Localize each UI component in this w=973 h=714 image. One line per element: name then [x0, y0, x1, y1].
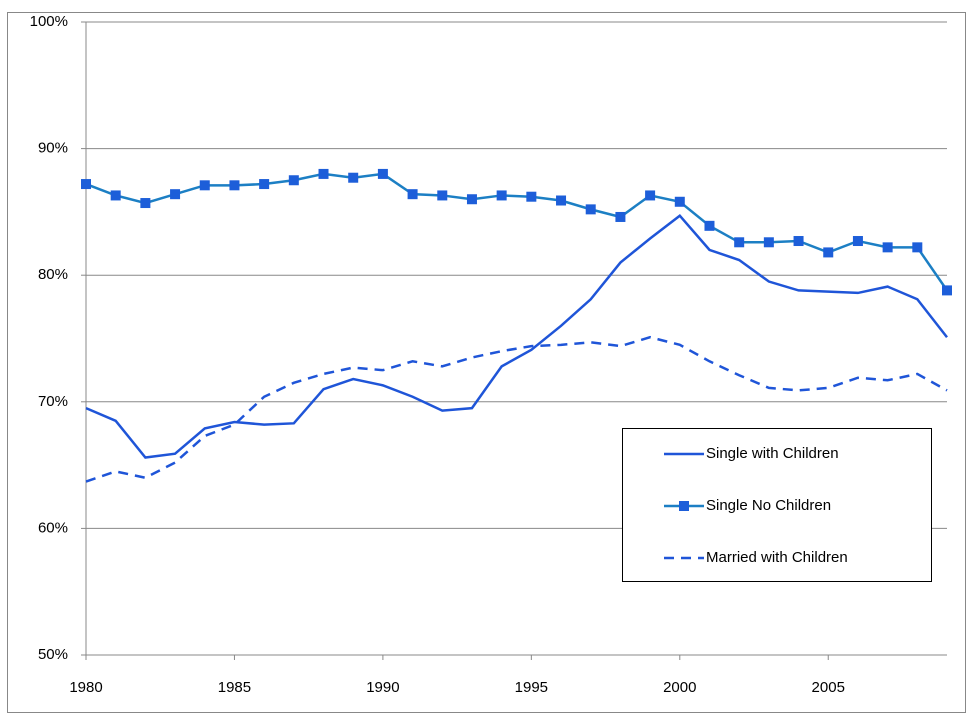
series-marker	[704, 220, 715, 231]
series-marker	[110, 190, 121, 201]
series-line	[85, 335, 948, 483]
series-marker	[437, 190, 448, 201]
series-marker	[259, 179, 270, 190]
series-marker	[170, 189, 181, 200]
series-marker	[288, 175, 299, 186]
y-tick-label: 90%	[38, 140, 68, 157]
series-marker	[318, 168, 329, 179]
x-tick-label: 1980	[69, 679, 102, 696]
series-marker	[526, 191, 537, 202]
series-marker	[912, 242, 923, 253]
legend-label: Single No Children	[706, 497, 831, 514]
series-marker	[674, 196, 685, 207]
chart-frame	[7, 12, 966, 713]
series-line	[85, 172, 949, 292]
legend-marker	[679, 501, 689, 511]
series-marker	[348, 172, 359, 183]
series-marker	[763, 237, 774, 248]
y-tick-label: 80%	[38, 266, 68, 283]
series-marker	[229, 180, 240, 191]
series-marker	[81, 179, 91, 190]
legend-label: Single with Children	[706, 445, 839, 462]
y-tick-label: 60%	[38, 519, 68, 536]
series-marker	[556, 195, 567, 206]
series-marker	[199, 180, 210, 191]
series-marker	[734, 237, 745, 248]
series-marker	[942, 285, 952, 296]
series-marker	[645, 190, 656, 201]
series-marker	[852, 236, 863, 247]
series-marker	[496, 190, 507, 201]
x-tick-label: 1990	[366, 679, 399, 696]
y-tick-label: 100%	[30, 13, 68, 30]
x-tick-label: 2000	[663, 679, 696, 696]
series-marker	[466, 194, 477, 205]
series-line	[85, 213, 948, 459]
series-marker	[615, 211, 626, 222]
series-marker	[823, 247, 834, 258]
legend-label: Married with Children	[706, 549, 848, 566]
x-tick-label: 1995	[515, 679, 548, 696]
series-marker	[585, 204, 596, 215]
series-marker	[793, 236, 804, 247]
series-marker	[407, 189, 418, 200]
y-tick-label: 50%	[38, 646, 68, 663]
series-marker	[140, 198, 151, 209]
series-marker	[377, 168, 388, 179]
x-tick-label: 2005	[812, 679, 845, 696]
series-marker	[882, 242, 893, 253]
y-tick-label: 70%	[38, 393, 68, 410]
x-tick-label: 1985	[218, 679, 251, 696]
